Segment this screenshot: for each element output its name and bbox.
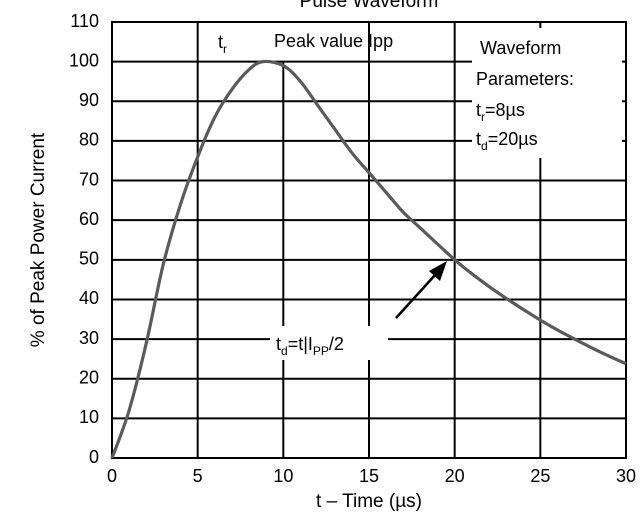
x-tick-label: 30 xyxy=(616,466,636,486)
y-tick-label: 100 xyxy=(69,50,99,70)
y-tick-label: 10 xyxy=(79,407,99,427)
x-tick-labels: 0 5 10 15 20 25 30 xyxy=(107,466,636,486)
td-arrow-head xyxy=(429,261,447,281)
waveform-curve xyxy=(110,59,627,459)
y-tick-label: 80 xyxy=(79,130,99,150)
y-tick-label: 60 xyxy=(79,209,99,229)
y-axis-title: % of Peak Power Current xyxy=(28,132,49,347)
y-tick-label: 70 xyxy=(79,169,99,189)
parameters-title-1: Waveform xyxy=(480,38,561,58)
x-tick-label: 20 xyxy=(445,466,465,486)
peak-value-label: Peak value Ipp xyxy=(274,31,393,51)
td-definition-bg xyxy=(270,326,388,360)
x-tick-label: 10 xyxy=(273,466,293,486)
tr-value-label: tr=8µs xyxy=(476,100,525,124)
td-value-label: td=20µs xyxy=(476,129,538,153)
parameters-box-bg xyxy=(472,28,622,158)
y-tick-label: 20 xyxy=(79,367,99,387)
x-tick-label: 0 xyxy=(107,466,117,486)
y-tick-label: 50 xyxy=(79,249,99,269)
x-tick-label: 15 xyxy=(359,466,379,486)
td-arrow-line xyxy=(395,273,437,319)
grid xyxy=(112,22,626,458)
y-tick-label: 0 xyxy=(89,447,99,467)
chart-top-label: Pulse Waveform xyxy=(300,0,439,12)
y-tick-label: 30 xyxy=(79,328,99,348)
td-definition-label: td=t|IPP/2 xyxy=(276,334,344,358)
y-tick-label: 110 xyxy=(70,11,99,31)
x-tick-label: 25 xyxy=(530,466,550,486)
tr-label: tr xyxy=(218,32,227,56)
y-tick-label: 40 xyxy=(79,288,99,308)
x-tick-label: 5 xyxy=(193,466,203,486)
plot-frame xyxy=(111,21,627,459)
parameters-title-2: Parameters: xyxy=(476,69,574,89)
y-tick-labels: 0 10 20 30 40 50 60 70 80 90 100 110 xyxy=(69,11,99,467)
x-axis-title: t – Time (µs) xyxy=(316,491,422,512)
y-tick-label: 90 xyxy=(79,90,99,110)
